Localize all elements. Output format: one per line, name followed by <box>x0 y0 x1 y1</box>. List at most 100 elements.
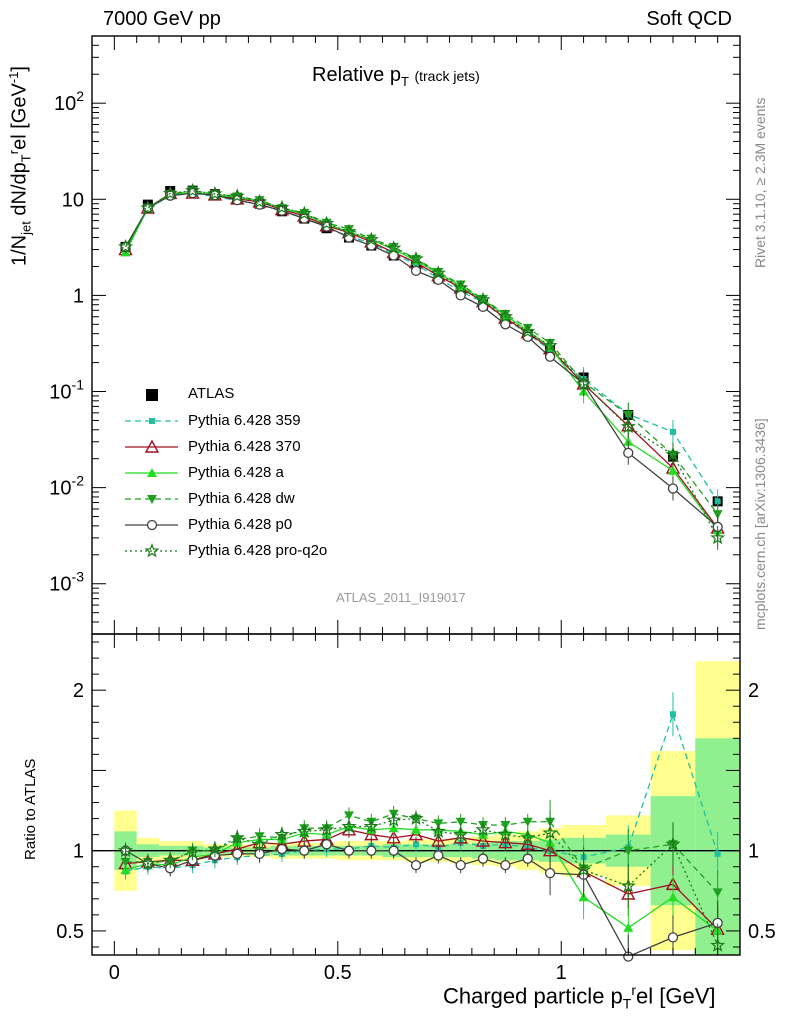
legend-symbol <box>149 418 155 424</box>
data-point <box>185 182 200 198</box>
ratio-point <box>500 820 511 830</box>
legend-marker-4 <box>125 495 178 504</box>
ratio-point <box>665 836 681 851</box>
y-tick-label: 102 <box>54 88 84 115</box>
side-label-mcplots: mcplots.cern.ch [arXiv:1306.3436] <box>752 418 768 630</box>
ratio-point <box>522 853 533 864</box>
y-tick-label: 1 <box>73 285 84 307</box>
data-point <box>500 310 511 320</box>
ratio-point <box>252 836 268 851</box>
legend-marker-1 <box>125 418 178 424</box>
legend-marker-6 <box>125 543 178 558</box>
ratio-point <box>669 711 676 718</box>
ratio-point <box>319 821 335 837</box>
data-point <box>710 530 726 545</box>
data-point <box>623 447 634 459</box>
data-point <box>343 225 354 235</box>
ratio-point <box>232 848 243 860</box>
ratio-point <box>408 810 424 825</box>
legend-label-359: Pythia 6.428 359 <box>188 412 301 429</box>
ratio-point <box>120 857 131 867</box>
data-point <box>667 483 679 494</box>
legend-label-p0: Pythia 6.428 p0 <box>188 516 293 533</box>
data-point <box>714 498 721 505</box>
ratio-point <box>623 922 634 932</box>
data-point <box>712 510 723 520</box>
legend-marker-2 <box>125 439 178 453</box>
data-point <box>542 337 558 353</box>
data-point <box>274 199 290 215</box>
ratio-point <box>542 825 558 840</box>
ratio-point <box>623 846 634 856</box>
data-point <box>430 265 446 280</box>
data-point <box>620 418 636 434</box>
ratio-point <box>433 850 444 861</box>
ratio-point <box>520 836 535 850</box>
series-6 <box>117 182 726 550</box>
legend-marker-0 <box>146 389 158 401</box>
data-point <box>408 250 424 266</box>
data-point <box>410 265 422 277</box>
ratio-point <box>321 839 332 850</box>
ratio-point <box>274 826 290 842</box>
analysis-watermark: ATLAS_2011_I919017 <box>336 590 466 605</box>
ratio-point <box>500 859 511 871</box>
ratio-point <box>667 892 678 902</box>
legend-symbol <box>147 468 157 477</box>
ratio-point <box>544 867 556 879</box>
y-tick-label: 10-1 <box>49 377 84 404</box>
data-point <box>665 446 681 462</box>
data-point <box>252 193 268 209</box>
ratio-point <box>475 821 491 837</box>
ratio-point <box>410 859 422 871</box>
y-tick-label: 10 <box>62 189 84 211</box>
legend-symbol <box>146 519 158 531</box>
header-right: Soft QCD <box>646 8 732 30</box>
data-point <box>319 215 335 230</box>
data-point <box>455 280 466 290</box>
ratio-point <box>364 827 379 841</box>
ratio-point <box>576 861 592 877</box>
data-point <box>669 428 676 435</box>
ratio-point <box>366 845 377 856</box>
ratio-y-tick-label-left: 1 <box>73 841 84 863</box>
ratio-point <box>185 844 201 859</box>
y-axis-label-main: 1/Njet dN/dpTrel [GeV-1] <box>6 66 34 266</box>
legend-label-pro-q2o: Pythia 6.428 pro-q2o <box>188 542 328 559</box>
x-tick-label: 0.5 <box>324 962 352 984</box>
ratio-point <box>477 853 489 864</box>
data-point <box>386 240 402 255</box>
data-point <box>475 291 491 307</box>
ratio-point <box>712 888 723 898</box>
ratio-point <box>299 845 310 856</box>
ratio-point <box>117 842 134 858</box>
ratio-point <box>413 841 419 848</box>
ratio-y-tick-label-right: 0.5 <box>748 921 776 943</box>
side-label-rivet: Rivet 3.1.10, ≥ 2.3M events <box>752 97 768 268</box>
data-point <box>453 279 469 295</box>
data-point <box>667 465 678 475</box>
data-point <box>363 231 379 247</box>
ratio-y-tick-label-right: 2 <box>748 680 759 702</box>
ratio-point <box>497 826 513 841</box>
legend-label-a: Pythia 6.428 a <box>188 464 284 481</box>
x-tick-label: 1 <box>556 962 567 984</box>
ratio-point <box>388 845 399 856</box>
ratio-point <box>714 850 721 857</box>
data-point <box>545 338 556 348</box>
ratio-point <box>520 829 536 845</box>
legend-symbol <box>144 439 160 453</box>
data-point <box>207 185 223 201</box>
ratio-point <box>207 841 223 856</box>
data-point <box>117 238 134 254</box>
ratio-point <box>667 932 679 943</box>
ratio-point <box>522 817 533 827</box>
data-point <box>478 294 489 304</box>
ratio-series-4 <box>120 836 723 962</box>
ratio-point <box>455 817 466 827</box>
chart-title-sub: (track jets) <box>414 68 480 84</box>
ratio-point <box>620 878 636 893</box>
ratio-point <box>229 829 245 845</box>
ratio-point <box>431 833 446 847</box>
ratio-point <box>341 818 357 834</box>
